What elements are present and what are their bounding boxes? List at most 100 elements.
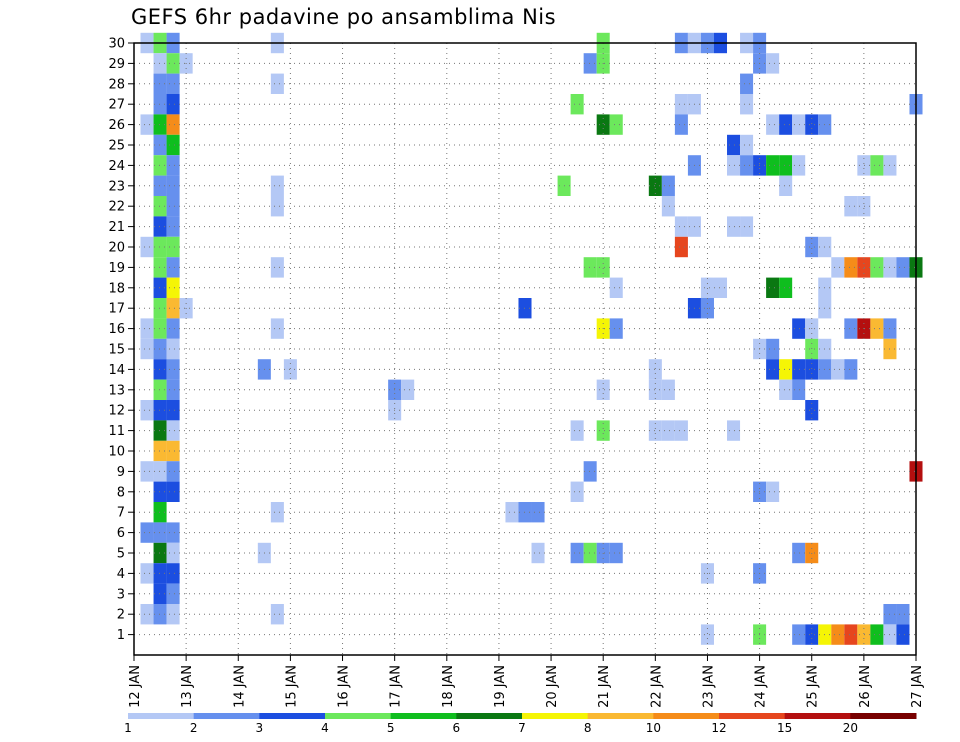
heatmap-cell [153,440,167,462]
heatmap-cell [674,236,688,258]
heatmap-cell [779,379,793,400]
heatmap-cell [166,563,180,584]
colorbar-segment [587,713,654,719]
heatmap-cell [740,73,754,94]
heatmap-cell [792,542,806,564]
heatmap-cell [792,155,806,176]
colorbar-segment [653,713,720,719]
heatmap-cell [153,257,167,278]
heatmap-cell [153,481,167,502]
heatmap-cell [166,298,180,319]
heatmap-cell [270,502,284,523]
colorbar-segment [128,713,195,719]
heatmap-cell [844,257,858,278]
heatmap-cell [648,175,662,196]
heatmap-cell [870,257,884,278]
y-tick-label: 23 [108,179,125,194]
x-tick-label: 13 JAN [180,665,195,708]
heatmap-cell [596,114,610,135]
heatmap-cell [166,604,180,625]
heatmap-cell [648,420,662,441]
y-tick-label: 21 [108,220,125,235]
x-tick-label: 21 JAN [597,665,612,708]
colorbar-segment [456,713,523,719]
heatmap-cell [870,624,884,645]
heatmap-cell [713,277,728,298]
heatmap-cell [727,216,741,237]
x-tick-label: 22 JAN [649,665,664,708]
heatmap-cell [792,624,806,645]
heatmap-cell [153,583,167,604]
heatmap-cell [570,420,584,441]
colorbar-segment [259,713,326,719]
heatmap-cell [505,502,519,523]
colorbar-label: 1 [124,721,132,735]
heatmap-cell [153,502,167,523]
colorbar-label: 2 [190,721,198,735]
heatmap-cell [140,236,154,258]
heatmap-cell [661,175,675,196]
y-tick-label: 30 [108,37,125,52]
heatmap-cell [166,155,180,176]
y-tick-label: 8 [117,485,125,500]
heatmap-cell [270,196,284,217]
heatmap-cell [844,359,858,380]
heatmap-cell [166,379,180,400]
heatmap-cell [166,175,180,196]
heatmap-cell [166,522,180,543]
x-tick-label: 20 JAN [545,665,560,708]
y-tick-label: 24 [108,159,125,174]
heatmap-cell [166,359,180,380]
heatmap-cell [166,400,180,421]
y-tick-label: 28 [108,77,125,92]
heatmap-cell [740,155,754,176]
heatmap-cell [792,318,806,339]
heatmap-cell [570,542,584,564]
heatmap-cell [870,155,884,176]
heatmap-cell [766,277,780,298]
y-tick-label: 18 [108,281,125,296]
heatmap-cell [140,114,154,135]
heatmap-cell [609,114,623,135]
heatmap-cell [700,277,714,298]
heatmap-cell [661,196,675,217]
y-tick-label: 22 [108,200,125,215]
heatmap-cell [166,94,180,115]
heatmap-cell [166,542,180,564]
x-tick-label: 15 JAN [284,665,299,708]
heatmap-cell [153,94,167,115]
heatmap-cell [792,379,806,400]
heatmap-cell [857,196,871,217]
heatmap-cell [779,359,793,380]
y-tick-label: 25 [108,139,125,154]
heatmap-cell [153,155,167,176]
colorbar-segment [390,713,457,719]
heatmap-cell [140,604,154,625]
heatmap-cell [779,277,793,298]
heatmap-cell [727,134,741,156]
heatmap-cell [779,175,793,196]
heatmap-cell [166,114,180,135]
heatmap-cell [166,318,180,339]
heatmap-cell [270,318,284,339]
y-tick-label: 2 [117,608,125,623]
heatmap-cell [609,542,623,564]
heatmap-cell [153,236,167,258]
heatmap-cell [531,542,545,564]
y-tick-label: 15 [108,343,125,358]
heatmap-cell [140,522,154,543]
heatmap-cell [166,53,180,74]
heatmap-cell [166,73,180,94]
y-tick-label: 4 [117,567,125,582]
heatmap-cell [896,604,910,625]
heatmap-cell [166,420,180,441]
heatmap-cell [740,216,754,237]
colorbar-label: 7 [518,721,526,735]
heatmap-cell [727,155,741,176]
heatmap-cell [153,379,167,400]
heatmap-cell [779,155,793,176]
colorbar-segment [325,713,392,719]
x-tick-label: 24 JAN [754,665,769,708]
colorbar-label: 12 [711,721,726,735]
